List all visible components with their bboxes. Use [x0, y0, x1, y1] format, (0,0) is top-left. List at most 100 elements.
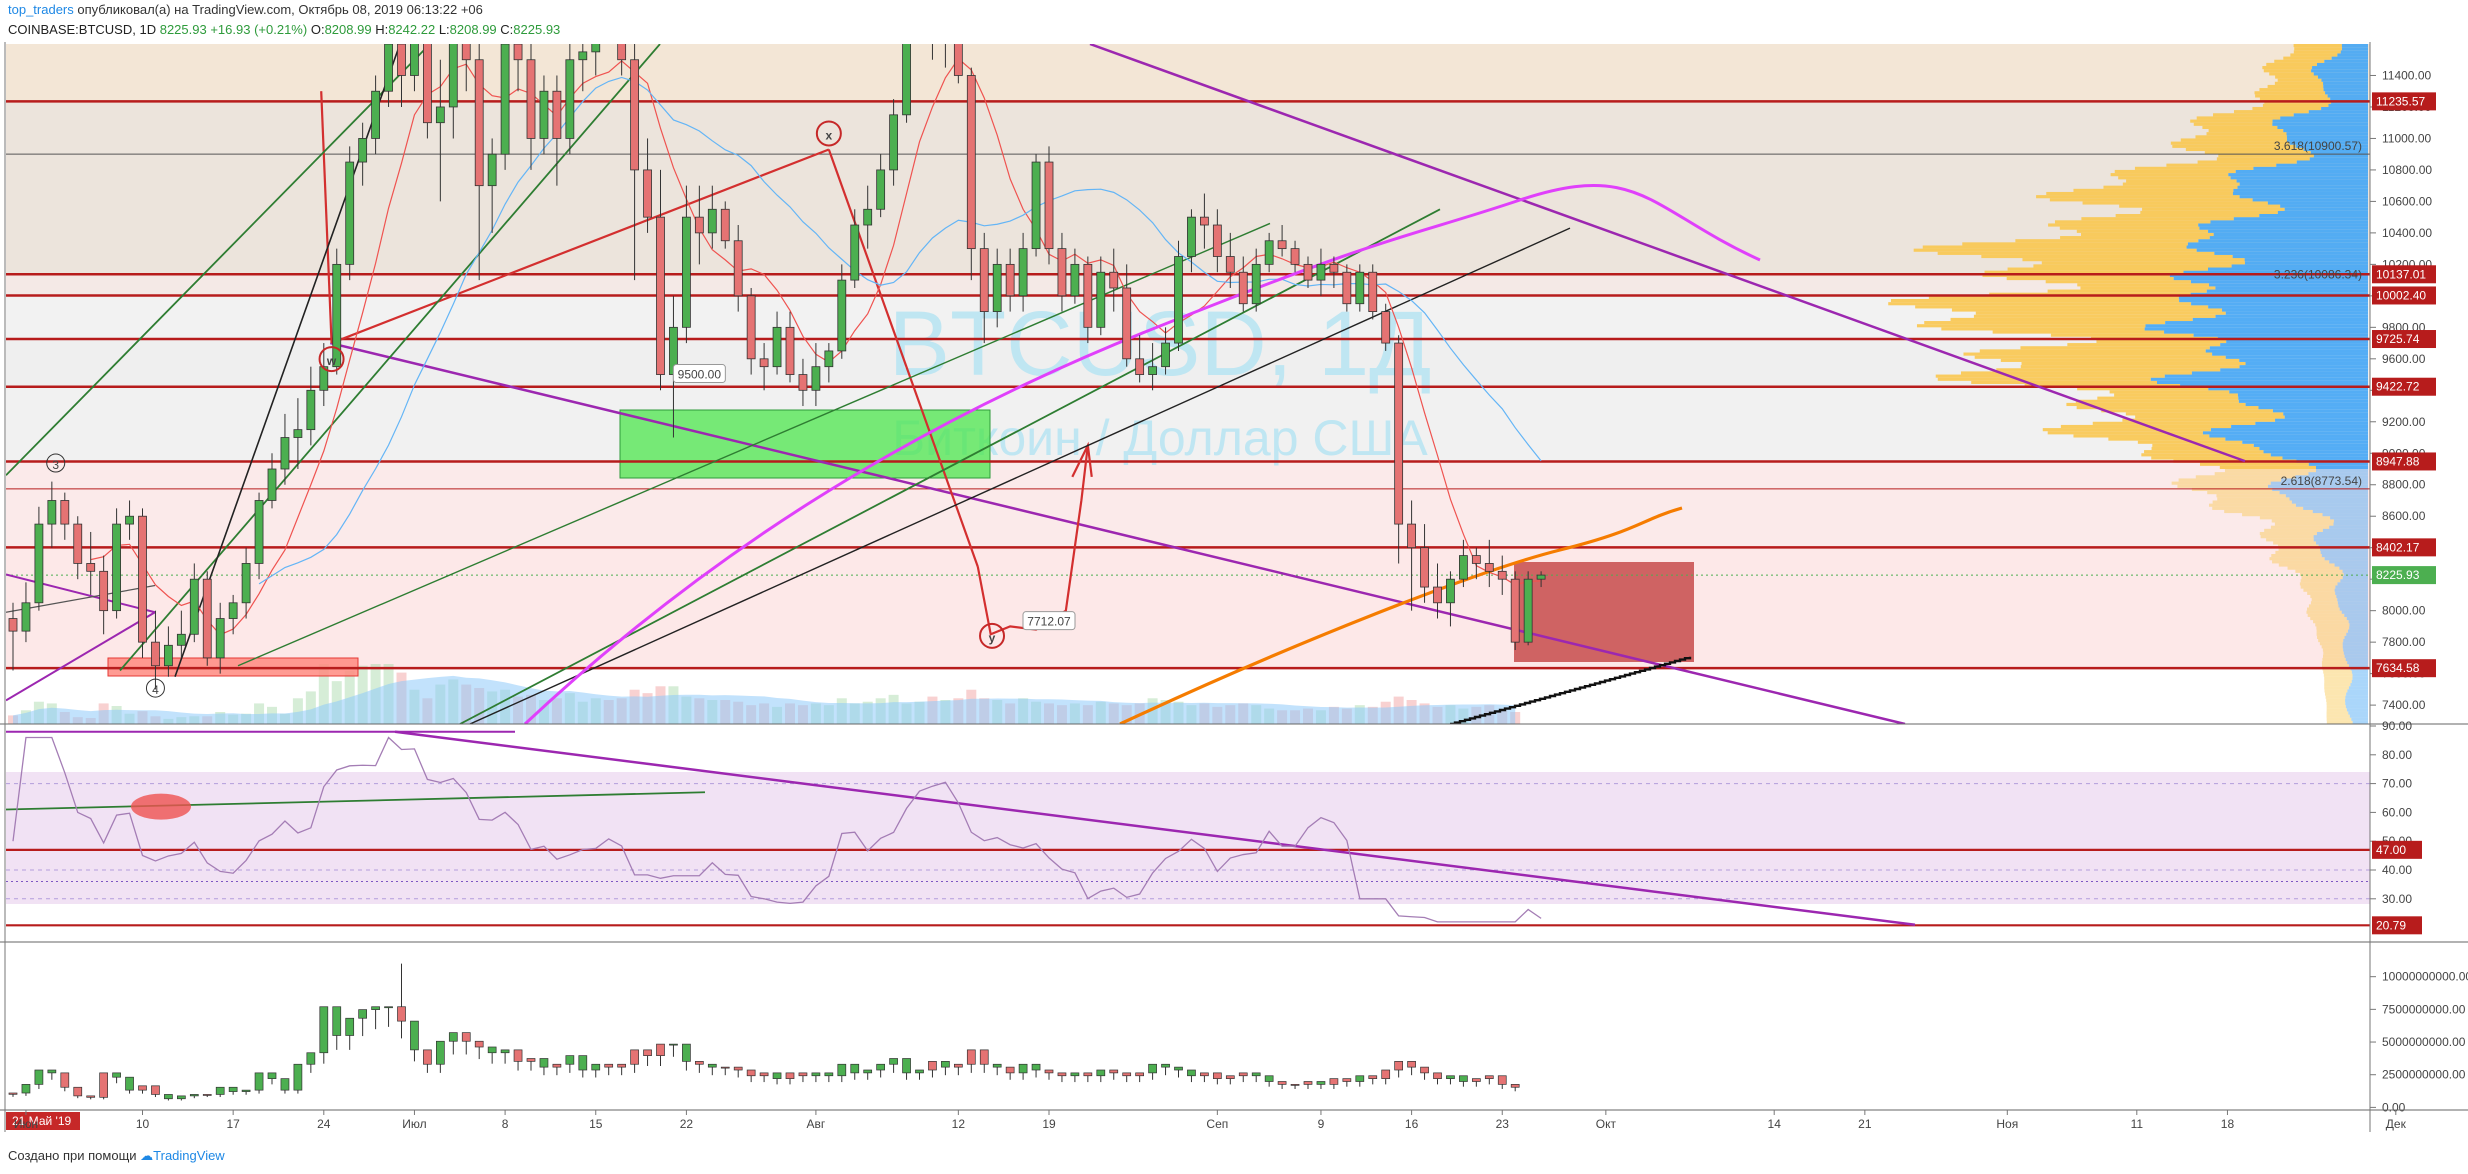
profile-down-bar — [2339, 607, 2368, 611]
profile-up-bar — [1916, 324, 2146, 328]
profile-down-bar — [2225, 311, 2368, 315]
profile-down-bar — [2253, 166, 2368, 170]
rsi-tick-label: 40.00 — [2382, 863, 2412, 877]
candle-body — [384, 44, 393, 92]
profile-up-bar — [2326, 701, 2346, 706]
time-tick-label: Дек — [2386, 1117, 2407, 1131]
volume-candle — [1161, 1063, 1170, 1068]
profile-down-bar — [2342, 642, 2368, 646]
rsi-axis[interactable]: 90.0080.0070.0060.0050.0040.0030.0047.00… — [2370, 719, 2422, 935]
volume-candle — [1096, 1069, 1106, 1077]
wave-count-marker — [46, 453, 66, 473]
volume-candle — [1031, 1063, 1041, 1071]
profile-up-bar — [2109, 390, 2230, 394]
volume-candle — [319, 1006, 329, 1054]
time-tick-label: 24 — [317, 1117, 331, 1131]
profile-down-bar — [2186, 245, 2368, 249]
profile-up-bar — [2209, 503, 2296, 507]
profile-down-bar — [2209, 283, 2368, 287]
candle-body — [176, 633, 186, 646]
profile-up-bar — [2122, 418, 2276, 422]
level-tag-label: 9725.74 — [2376, 332, 2420, 346]
profile-up-bar — [2041, 261, 2245, 265]
candle-body — [876, 169, 886, 210]
profile-down-bar — [2214, 251, 2368, 255]
rsi-band — [6, 772, 2370, 904]
volume-candle — [656, 1043, 665, 1056]
profile-down-bar — [2338, 604, 2368, 608]
candle-body — [21, 602, 31, 632]
volume-candle — [47, 1069, 57, 1074]
rsi-pane[interactable] — [6, 730, 2370, 927]
level-tag-label: 8947.88 — [2376, 454, 2420, 468]
volume-pane[interactable] — [8, 963, 1520, 1101]
level-tag-label: 11235.57 — [2376, 94, 2425, 108]
profile-down-bar — [2229, 390, 2368, 394]
candle-body — [293, 429, 303, 438]
price-axis[interactable]: 11400.0011200.0011000.0010800.0010600.00… — [2370, 68, 2436, 712]
time-tick-label: 18 — [2221, 1117, 2235, 1131]
profile-down-bar — [2308, 462, 2368, 466]
volume-axis[interactable]: 10000000000.00 7500000000.00 5000000000.00… — [2370, 970, 2468, 1115]
candle-body — [435, 106, 445, 124]
profile-up-bar — [2114, 169, 2236, 174]
candle-body — [837, 279, 847, 352]
volume-candle — [1109, 1069, 1119, 1074]
profile-up-bar — [2045, 280, 2191, 284]
profile-up-bar — [2050, 333, 2194, 337]
profile-up-bar — [2301, 576, 2343, 580]
profile-down-bar — [2215, 286, 2368, 290]
volume-candle — [733, 1066, 743, 1071]
tradingview-link[interactable]: TradingView — [153, 1148, 225, 1163]
profile-up-bar — [2306, 610, 2342, 614]
profile-down-bar — [2317, 75, 2368, 79]
trendlines — [6, 44, 2246, 724]
volume-candle — [539, 1058, 549, 1068]
profile-up-bar — [2267, 84, 2324, 89]
profile-down-bar — [2279, 491, 2368, 495]
profile-up-bar — [2060, 236, 2210, 240]
volume-overlay-bar — [305, 691, 316, 724]
profile-down-bar — [2309, 157, 2368, 161]
author-link[interactable]: top_traders — [8, 2, 74, 17]
wave-red-2 — [331, 148, 830, 345]
profile-down-bar — [2341, 610, 2368, 614]
candle-body — [1342, 271, 1352, 305]
profile-down-bar — [2349, 626, 2368, 630]
footer: Создано при помощи ☁TradingView — [8, 1148, 225, 1164]
profile-down-bar — [2316, 541, 2368, 545]
profile-up-bar — [2224, 469, 2316, 473]
profile-down-bar — [2258, 406, 2368, 410]
candle-body — [358, 138, 368, 163]
profile-down-bar — [2208, 229, 2368, 233]
profile-down-bar — [2286, 135, 2368, 139]
profile-down-bar — [2323, 88, 2368, 92]
candle-body — [1005, 263, 1015, 297]
rsi-level-tag-label: 47.00 — [2376, 843, 2406, 857]
rsi-tick-label: 70.00 — [2382, 777, 2412, 791]
price-tick-label: 8000.00 — [2382, 604, 2426, 618]
profile-down-bar — [2280, 204, 2368, 208]
volume-overlay-bar — [318, 664, 329, 724]
profile-up-bar — [1975, 311, 2226, 315]
price-tick-label: 9200.00 — [2382, 415, 2426, 429]
candle-body — [1536, 574, 1546, 580]
profile-up-bar — [1890, 299, 2180, 303]
candle-body — [1174, 256, 1183, 344]
main-pane[interactable]: BTCUSD, 1Д Биткоин / Доллар США 9500.007… — [6, 0, 2370, 724]
profile-down-bar — [2348, 664, 2368, 668]
profile-up-bar — [2096, 339, 2227, 344]
candle-body — [332, 263, 342, 368]
candle-body — [461, 44, 471, 61]
volume-candle — [863, 1069, 873, 1074]
volume-candle — [1381, 1069, 1391, 1079]
profile-up-bar — [2326, 698, 2346, 702]
level-tag — [2372, 265, 2436, 284]
volume-candle — [941, 1061, 950, 1068]
level-tag — [2372, 452, 2436, 471]
profile-down-bar — [2164, 374, 2368, 378]
profile-up-bar — [2275, 75, 2318, 79]
profile-up-bar — [2081, 217, 2234, 221]
